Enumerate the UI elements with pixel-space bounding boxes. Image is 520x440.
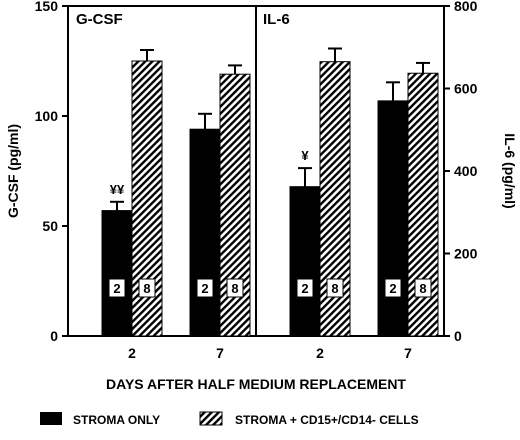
legend-label-stroma-only: STROMA ONLY: [73, 413, 160, 427]
left-y-ticks: 0 50 100 150: [35, 0, 68, 344]
bar-stroma-only: [101, 210, 133, 337]
panel-title-il6: IL-6: [263, 11, 290, 28]
bar-badge-label: 2: [301, 281, 308, 296]
panel-title-gcsf: G-CSF: [76, 11, 123, 28]
y-tick-label: 600: [454, 81, 478, 97]
y-tick-label: 0: [454, 328, 462, 344]
bar-badge: [196, 278, 214, 298]
legend-swatch-stroma-only: [40, 412, 62, 425]
legend-swatch-stroma-cd15: [199, 411, 223, 426]
bar-badge: [108, 278, 126, 298]
legend-label-stroma-cd15: STROMA + CD15+/CD14- CELLS: [235, 413, 419, 427]
bar-stroma-only: [377, 100, 409, 337]
bar-badge-label: 8: [331, 281, 338, 296]
y-axis-label-right: IL-6 (pg/ml): [502, 133, 518, 208]
significance-marker: ¥: [301, 148, 309, 163]
bar-badge: [296, 278, 314, 298]
bar-stroma-only: [189, 128, 221, 337]
bar-badge-label: 8: [143, 281, 150, 296]
bar-badge-label: 8: [419, 281, 426, 296]
bar-badge-label: 2: [389, 281, 396, 296]
significance-marker: ¥¥: [110, 182, 125, 197]
bar-badge: [138, 278, 156, 298]
y-tick-label: 400: [454, 163, 478, 179]
y-axis-label-left: G-CSF (pg/ml): [5, 124, 21, 218]
bar-stroma-only: [289, 186, 321, 337]
bar-badge: [326, 278, 344, 298]
bars: 2 8 ¥¥ 2 8 2 8 ¥2 8: [101, 47, 439, 337]
y-tick-label: 0: [50, 328, 58, 344]
bar-badge: [226, 278, 244, 298]
y-tick-label: 100: [35, 108, 59, 124]
bar-badge: [384, 278, 402, 298]
y-tick-label: 150: [35, 0, 59, 14]
x-tick-labels: 2 7 2 7: [128, 345, 412, 361]
bar-badge-label: 8: [231, 281, 238, 296]
y-tick-label: 50: [42, 218, 58, 234]
y-tick-label: 800: [454, 0, 478, 14]
x-tick-label: 2: [316, 345, 324, 361]
bar-badge-label: 2: [201, 281, 208, 296]
x-tick-label: 2: [128, 345, 136, 361]
bar-badge-label: 2: [113, 281, 120, 296]
right-y-ticks: 0 200 400 600 800: [444, 0, 478, 344]
x-tick-label: 7: [216, 345, 224, 361]
bar-badge: [414, 278, 432, 298]
x-axis-label: DAYS AFTER HALF MEDIUM REPLACEMENT: [106, 376, 406, 392]
y-tick-label: 200: [454, 246, 478, 262]
legend: STROMA ONLY STROMA + CD15+/CD14- CELLS: [40, 411, 419, 427]
x-tick-label: 7: [404, 345, 412, 361]
